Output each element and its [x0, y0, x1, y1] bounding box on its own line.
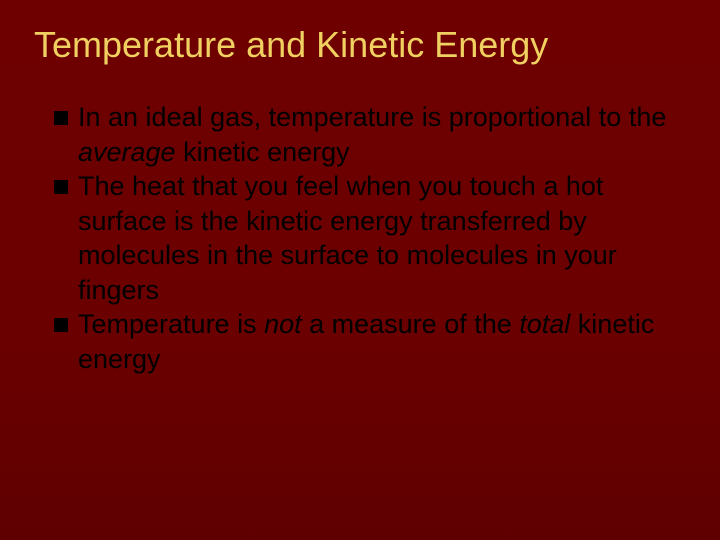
bullet-item: In an ideal gas, temperature is proporti… [54, 100, 690, 169]
bullet-text: In an ideal gas, temperature is proporti… [78, 100, 690, 169]
slide: Temperature and Kinetic Energy In an ide… [0, 0, 720, 540]
bullet-item: The heat that you feel when you touch a … [54, 169, 690, 307]
slide-content: In an ideal gas, temperature is proporti… [34, 100, 690, 376]
square-bullet-icon [54, 318, 68, 332]
bullet-text: Temperature is not a measure of the tota… [78, 307, 690, 376]
slide-title: Temperature and Kinetic Energy [34, 24, 690, 66]
square-bullet-icon [54, 180, 68, 194]
bullet-item: Temperature is not a measure of the tota… [54, 307, 690, 376]
square-bullet-icon [54, 111, 68, 125]
bullet-text: The heat that you feel when you touch a … [78, 169, 690, 307]
